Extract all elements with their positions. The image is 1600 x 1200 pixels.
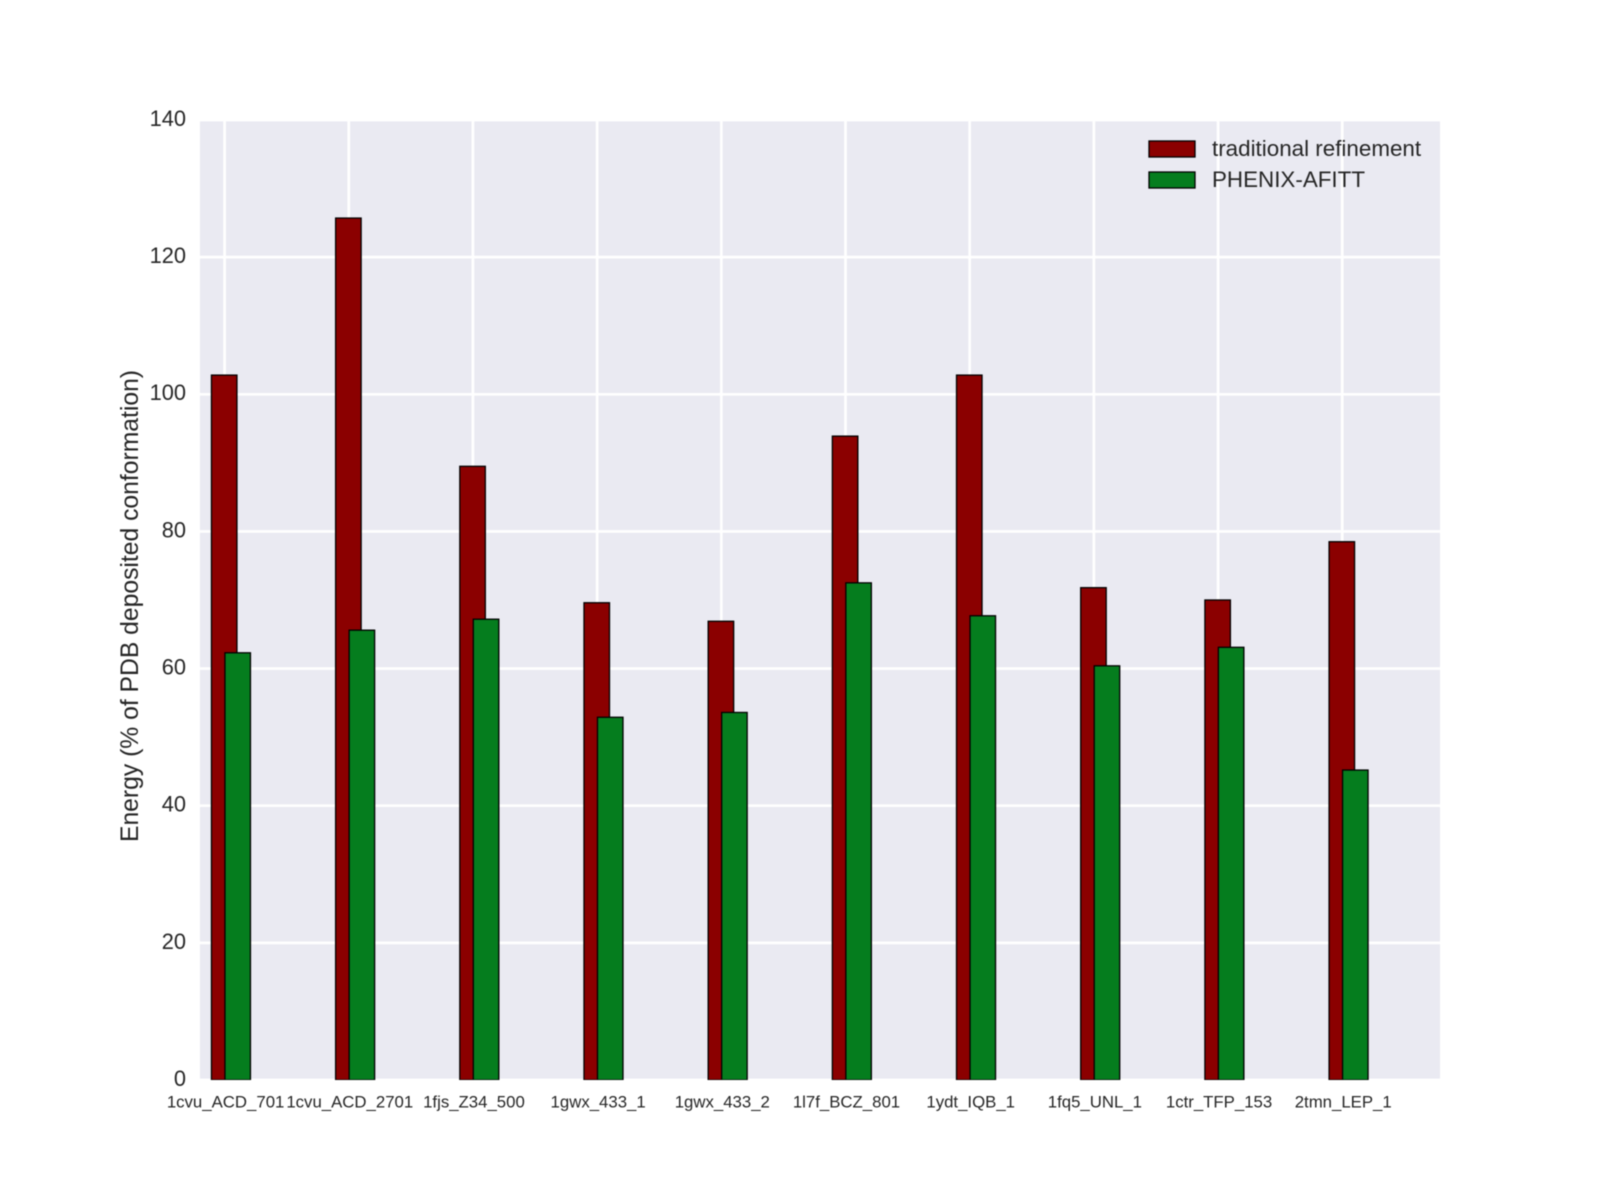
svg-text:0: 0 [174, 1066, 186, 1091]
svg-text:60: 60 [162, 654, 186, 679]
svg-text:40: 40 [162, 792, 186, 817]
svg-text:20: 20 [162, 929, 186, 954]
svg-text:120: 120 [150, 243, 186, 268]
svg-text:140: 140 [150, 106, 186, 131]
svg-text:1ydt_IQB_1: 1ydt_IQB_1 [926, 1093, 1015, 1112]
svg-text:1gwx_433_2: 1gwx_433_2 [675, 1093, 770, 1112]
svg-text:PHENIX-AFITT: PHENIX-AFITT [1212, 167, 1365, 192]
svg-text:1cvu_ACD_701: 1cvu_ACD_701 [167, 1093, 285, 1112]
svg-text:1fjs_Z34_500: 1fjs_Z34_500 [423, 1093, 525, 1112]
svg-text:1l7f_BCZ_801: 1l7f_BCZ_801 [793, 1093, 900, 1112]
svg-text:traditional refinement: traditional refinement [1212, 136, 1422, 161]
svg-text:1gwx_433_1: 1gwx_433_1 [551, 1093, 646, 1112]
svg-text:100: 100 [150, 380, 186, 405]
svg-text:80: 80 [162, 517, 186, 542]
svg-text:2tmn_LEP_1: 2tmn_LEP_1 [1295, 1093, 1392, 1112]
svg-text:1ctr_TFP_153: 1ctr_TFP_153 [1166, 1093, 1272, 1112]
svg-text:1cvu_ACD_2701: 1cvu_ACD_2701 [286, 1093, 413, 1112]
svg-text:1fq5_UNL_1: 1fq5_UNL_1 [1048, 1093, 1142, 1112]
svg-text:Energy (% of PDB deposited con: Energy (% of PDB deposited conformation) [117, 370, 144, 842]
